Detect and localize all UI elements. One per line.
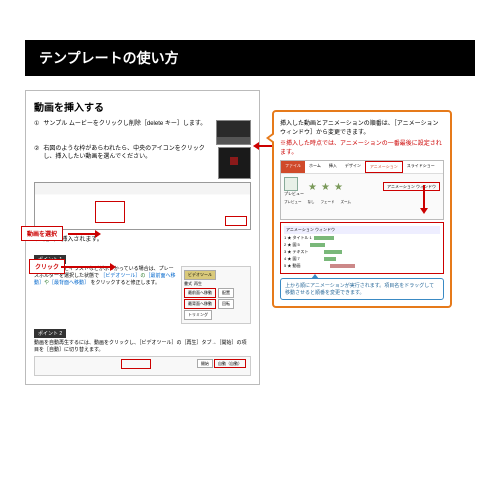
step-num: ② [34, 145, 39, 153]
anim-item[interactable]: 1 ★ タイトル 1 [284, 235, 440, 241]
preview-icon[interactable] [284, 177, 298, 191]
btn-animation-pane[interactable]: アニメーション ウィンドウ [383, 182, 440, 191]
tab-design[interactable]: デザイン [341, 161, 365, 173]
anim-item[interactable]: 4 ★ 図 7 [284, 256, 440, 262]
placeholder-thumb [218, 147, 251, 179]
right-panel: 挿入した動画とアニメーションの順番は、［アニメーション ウィンドウ］から変更でき… [272, 90, 452, 385]
mini-ui-point1: ビデオツール 書式再生 最前面へ移動配置 最背面へ移動回転 トリミング [181, 266, 251, 324]
callout-click: クリック [29, 259, 65, 274]
star-icon[interactable]: ★ [334, 182, 343, 193]
app-screenshot [34, 182, 251, 230]
sample-movie-thumb [216, 120, 251, 145]
tab-insert[interactable]: 挿入 [325, 161, 341, 173]
callout-select-video: 動画を選択 [21, 226, 63, 241]
header-title: テンプレートの使い方 [25, 40, 475, 76]
btn-bring-front[interactable]: 最前面へ移動 [184, 288, 216, 298]
step-1: ① サンプル ムービーをクリックし削除［delete キー］します。 [34, 120, 251, 128]
panel-title: アニメーション ウィンドウ [284, 226, 440, 234]
tab-video-tools[interactable]: ビデオツール [184, 270, 216, 280]
step-2: ② 右図のような枠があらわれたら、中央のアイコンをクリックし、挿入したい動画を選… [34, 145, 251, 230]
step-text: 右図のような枠があらわれたら、中央のアイコンをクリックし、挿入したい動画を選んで… [43, 145, 214, 162]
intro-note: ※挿入した時点では、アニメーションの一番最後に設定されます。 [280, 138, 444, 156]
left-panel: 動画を挿入する ① サンプル ムービーをクリックし削除［delete キー］しま… [25, 90, 260, 385]
intro-text: 挿入した動画とアニメーションの順番は、［アニメーション ウィンドウ］から変更でき… [280, 118, 444, 136]
orange-callout: 挿入した動画とアニメーションの順番は、［アニメーション ウィンドウ］から変更でき… [272, 110, 452, 308]
anim-item[interactable]: 3 ★ テキスト [284, 249, 440, 255]
tab-home[interactable]: ホーム [305, 161, 325, 173]
star-icon[interactable]: ★ [321, 182, 330, 193]
mini-ui-point2: 開始 自動（自動） [34, 356, 251, 376]
tab-file[interactable]: ファイル [281, 161, 305, 173]
point-2-label: ポイント 2 [34, 329, 66, 338]
tab-animation[interactable]: アニメーション [365, 161, 403, 173]
blue-note: 上から順にアニメーションが実行されます。項目名をドラッグして移動させると順番を変… [280, 278, 444, 300]
arrow-icon [61, 266, 111, 268]
btn-send-back[interactable]: 最背面へ移動 [184, 299, 216, 309]
highlight-box [225, 216, 247, 226]
arrow-icon [258, 145, 272, 147]
animation-pane: アニメーション ウィンドウ 1 ★ タイトル 1 2 ★ 図 5 3 ★ テキス… [280, 222, 444, 274]
arrow-icon [423, 185, 425, 209]
ribbon-screenshot: ファイル ホーム 挿入 デザイン アニメーション スライドショー プレビュー ★… [280, 160, 444, 220]
arrow-icon [68, 233, 96, 235]
highlight-box [121, 359, 151, 369]
tab-slideshow[interactable]: スライドショー [403, 161, 439, 173]
step-text: サンプル ムービーをクリックし削除［delete キー］します。 [43, 120, 206, 128]
anim-item[interactable]: 5 ★ 動画 [284, 263, 440, 269]
dropdown-start-auto[interactable]: 自動（自動） [214, 359, 246, 368]
section-title: 動画を挿入する [34, 99, 251, 114]
step-num: ① [34, 120, 39, 128]
star-icon[interactable]: ★ [308, 182, 317, 193]
step-3: ③ 動画が挿入されます。 [34, 236, 251, 244]
point-2-text: 動画を自動再生するには、動画をクリックし、［ビデオツール］の［再生］タブ→［開始… [34, 340, 251, 354]
highlight-box [95, 201, 125, 223]
point-1-text: 挿入した動画とイラストなどがぶつかっている場合は、プレースホルダーを選択した状態… [34, 266, 177, 324]
anim-item[interactable]: 2 ★ 図 5 [284, 242, 440, 248]
